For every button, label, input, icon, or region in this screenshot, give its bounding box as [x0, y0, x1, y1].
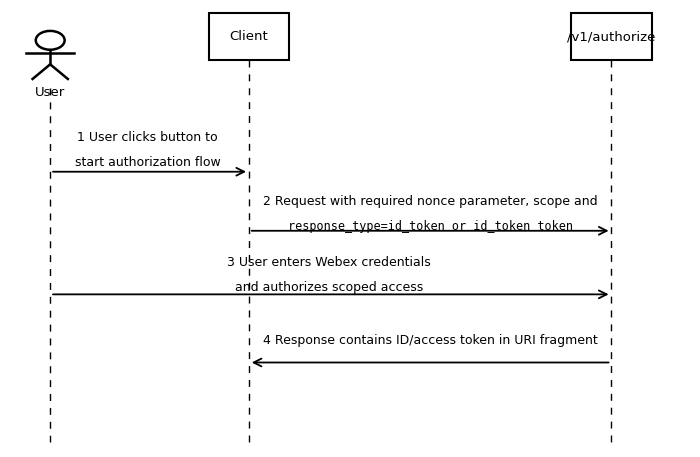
Text: 4 Response contains ID/access token in URI fragment: 4 Response contains ID/access token in U…: [262, 334, 598, 346]
Text: User: User: [35, 86, 65, 99]
Text: and authorizes scoped access: and authorizes scoped access: [235, 282, 424, 294]
Text: 2 Request with required nonce parameter, scope and: 2 Request with required nonce parameter,…: [263, 195, 598, 208]
Text: Client: Client: [230, 30, 268, 43]
Bar: [571, 13, 652, 60]
Text: response_type=id_token or id_token token: response_type=id_token or id_token token: [288, 220, 573, 233]
Text: start authorization flow: start authorization flow: [75, 156, 220, 170]
Text: 3 User enters Webex credentials: 3 User enters Webex credentials: [228, 256, 431, 269]
Bar: [209, 13, 289, 60]
Text: 1 User clicks button to: 1 User clicks button to: [78, 132, 218, 144]
Text: /v1/authorize: /v1/authorize: [567, 30, 656, 43]
